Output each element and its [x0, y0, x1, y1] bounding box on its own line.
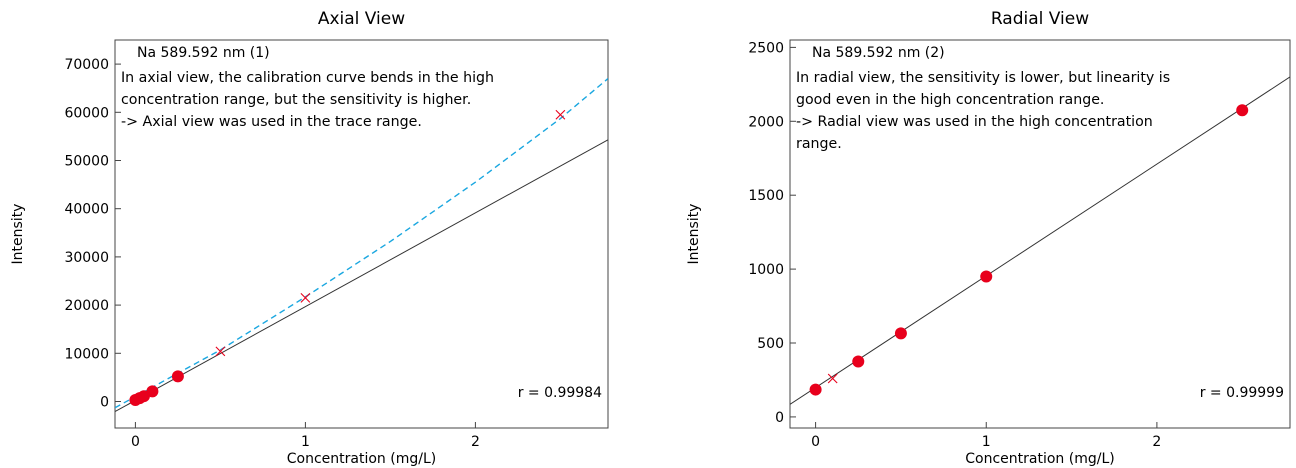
- calibration-point: [146, 385, 159, 398]
- linear-fit-line: [115, 139, 608, 413]
- calibration-point: [171, 370, 184, 383]
- plot-area: [790, 76, 1290, 405]
- excluded-point-marker: [300, 292, 311, 303]
- chart-title: Axial View: [318, 9, 405, 29]
- y-tick-label: 1000: [748, 262, 784, 278]
- plot-frame: [114, 39, 609, 429]
- y-tick-label: 60000: [64, 105, 109, 121]
- annotation-line: In axial view, the calibration curve ben…: [121, 70, 494, 86]
- x-tick-label: 2: [471, 434, 480, 450]
- linear-fit-line: [790, 76, 1290, 405]
- x-axis-label: Concentration (mg/L): [287, 451, 436, 467]
- excluded-point-stroke: [555, 109, 566, 120]
- axial-chart-panel: Axial View 0 10000 20000 30000 40000 50000 6000…: [0, 0, 640, 468]
- y-tick-label: 2500: [748, 40, 784, 56]
- annotation-line: concentration range, but the sensitivity…: [121, 92, 471, 108]
- y-tick-label: 10000: [64, 346, 109, 362]
- excluded-point-marker: [555, 109, 566, 120]
- excluded-point-marker: [827, 373, 838, 384]
- x-tick-label: 2: [1152, 434, 1161, 450]
- y-tick-label: 50000: [64, 153, 109, 169]
- excluded-point-stroke: [215, 346, 226, 357]
- x-tick-label: 0: [131, 434, 140, 450]
- y-tick-label: 500: [757, 336, 784, 352]
- radial-chart-panel: Radial View 0 500 1000 1500 2000 2500 0 1 2 Concen…: [676, 0, 1296, 468]
- element-wavelength-label: Na 589.592 nm (1): [137, 45, 270, 61]
- quadratic-fit-curve: [115, 78, 608, 409]
- y-tick-label: 40000: [64, 202, 109, 218]
- calibration-point: [852, 355, 865, 368]
- element-wavelength-label: Na 589.592 nm (2): [812, 45, 945, 61]
- annotation-line: In radial view, the sensitivity is lower…: [796, 70, 1170, 86]
- y-axis-label: Intensity: [686, 204, 702, 265]
- annotation-line: -> Radial view was used in the high conc…: [796, 114, 1153, 130]
- y-tick-label: 20000: [64, 298, 109, 314]
- annotation-line: -> Axial view was used in the trace rang…: [121, 114, 422, 130]
- calibration-point: [894, 327, 907, 340]
- x-tick-label: 1: [301, 434, 310, 450]
- axial-chart: Axial View 0 10000 20000 30000 40000 50000 6000…: [10, 9, 609, 467]
- y-tick-label: 0: [775, 410, 784, 426]
- y-tick-label: 30000: [64, 250, 109, 266]
- radial-chart: Radial View 0 500 1000 1500 2000 2500 0 1 2 Concen…: [686, 9, 1291, 467]
- excluded-point-stroke: [300, 292, 311, 303]
- chart-title: Radial View: [991, 9, 1089, 29]
- y-axis-label: Intensity: [10, 204, 26, 265]
- x-tick-label: 1: [982, 434, 991, 450]
- y-tick-label: 2000: [748, 114, 784, 130]
- excluded-point-marker: [215, 346, 226, 357]
- calibration-point: [1236, 104, 1249, 117]
- correlation-coefficient: r = 0.99984: [518, 385, 602, 401]
- calibration-point: [980, 270, 993, 283]
- annotation-line: range.: [796, 136, 842, 152]
- annotation-line: good even in the high concentration rang…: [796, 92, 1104, 108]
- y-tick-label: 70000: [64, 57, 109, 73]
- x-tick-label: 0: [811, 434, 820, 450]
- plot-frame: [789, 39, 1291, 429]
- x-axis-label: Concentration (mg/L): [965, 451, 1114, 467]
- calibration-point: [809, 383, 822, 396]
- y-tick-label: 1500: [748, 188, 784, 204]
- correlation-coefficient: r = 0.99999: [1200, 385, 1284, 401]
- plot-area: [115, 78, 608, 413]
- y-tick-label: 0: [100, 394, 109, 410]
- excluded-point-stroke: [827, 373, 838, 384]
